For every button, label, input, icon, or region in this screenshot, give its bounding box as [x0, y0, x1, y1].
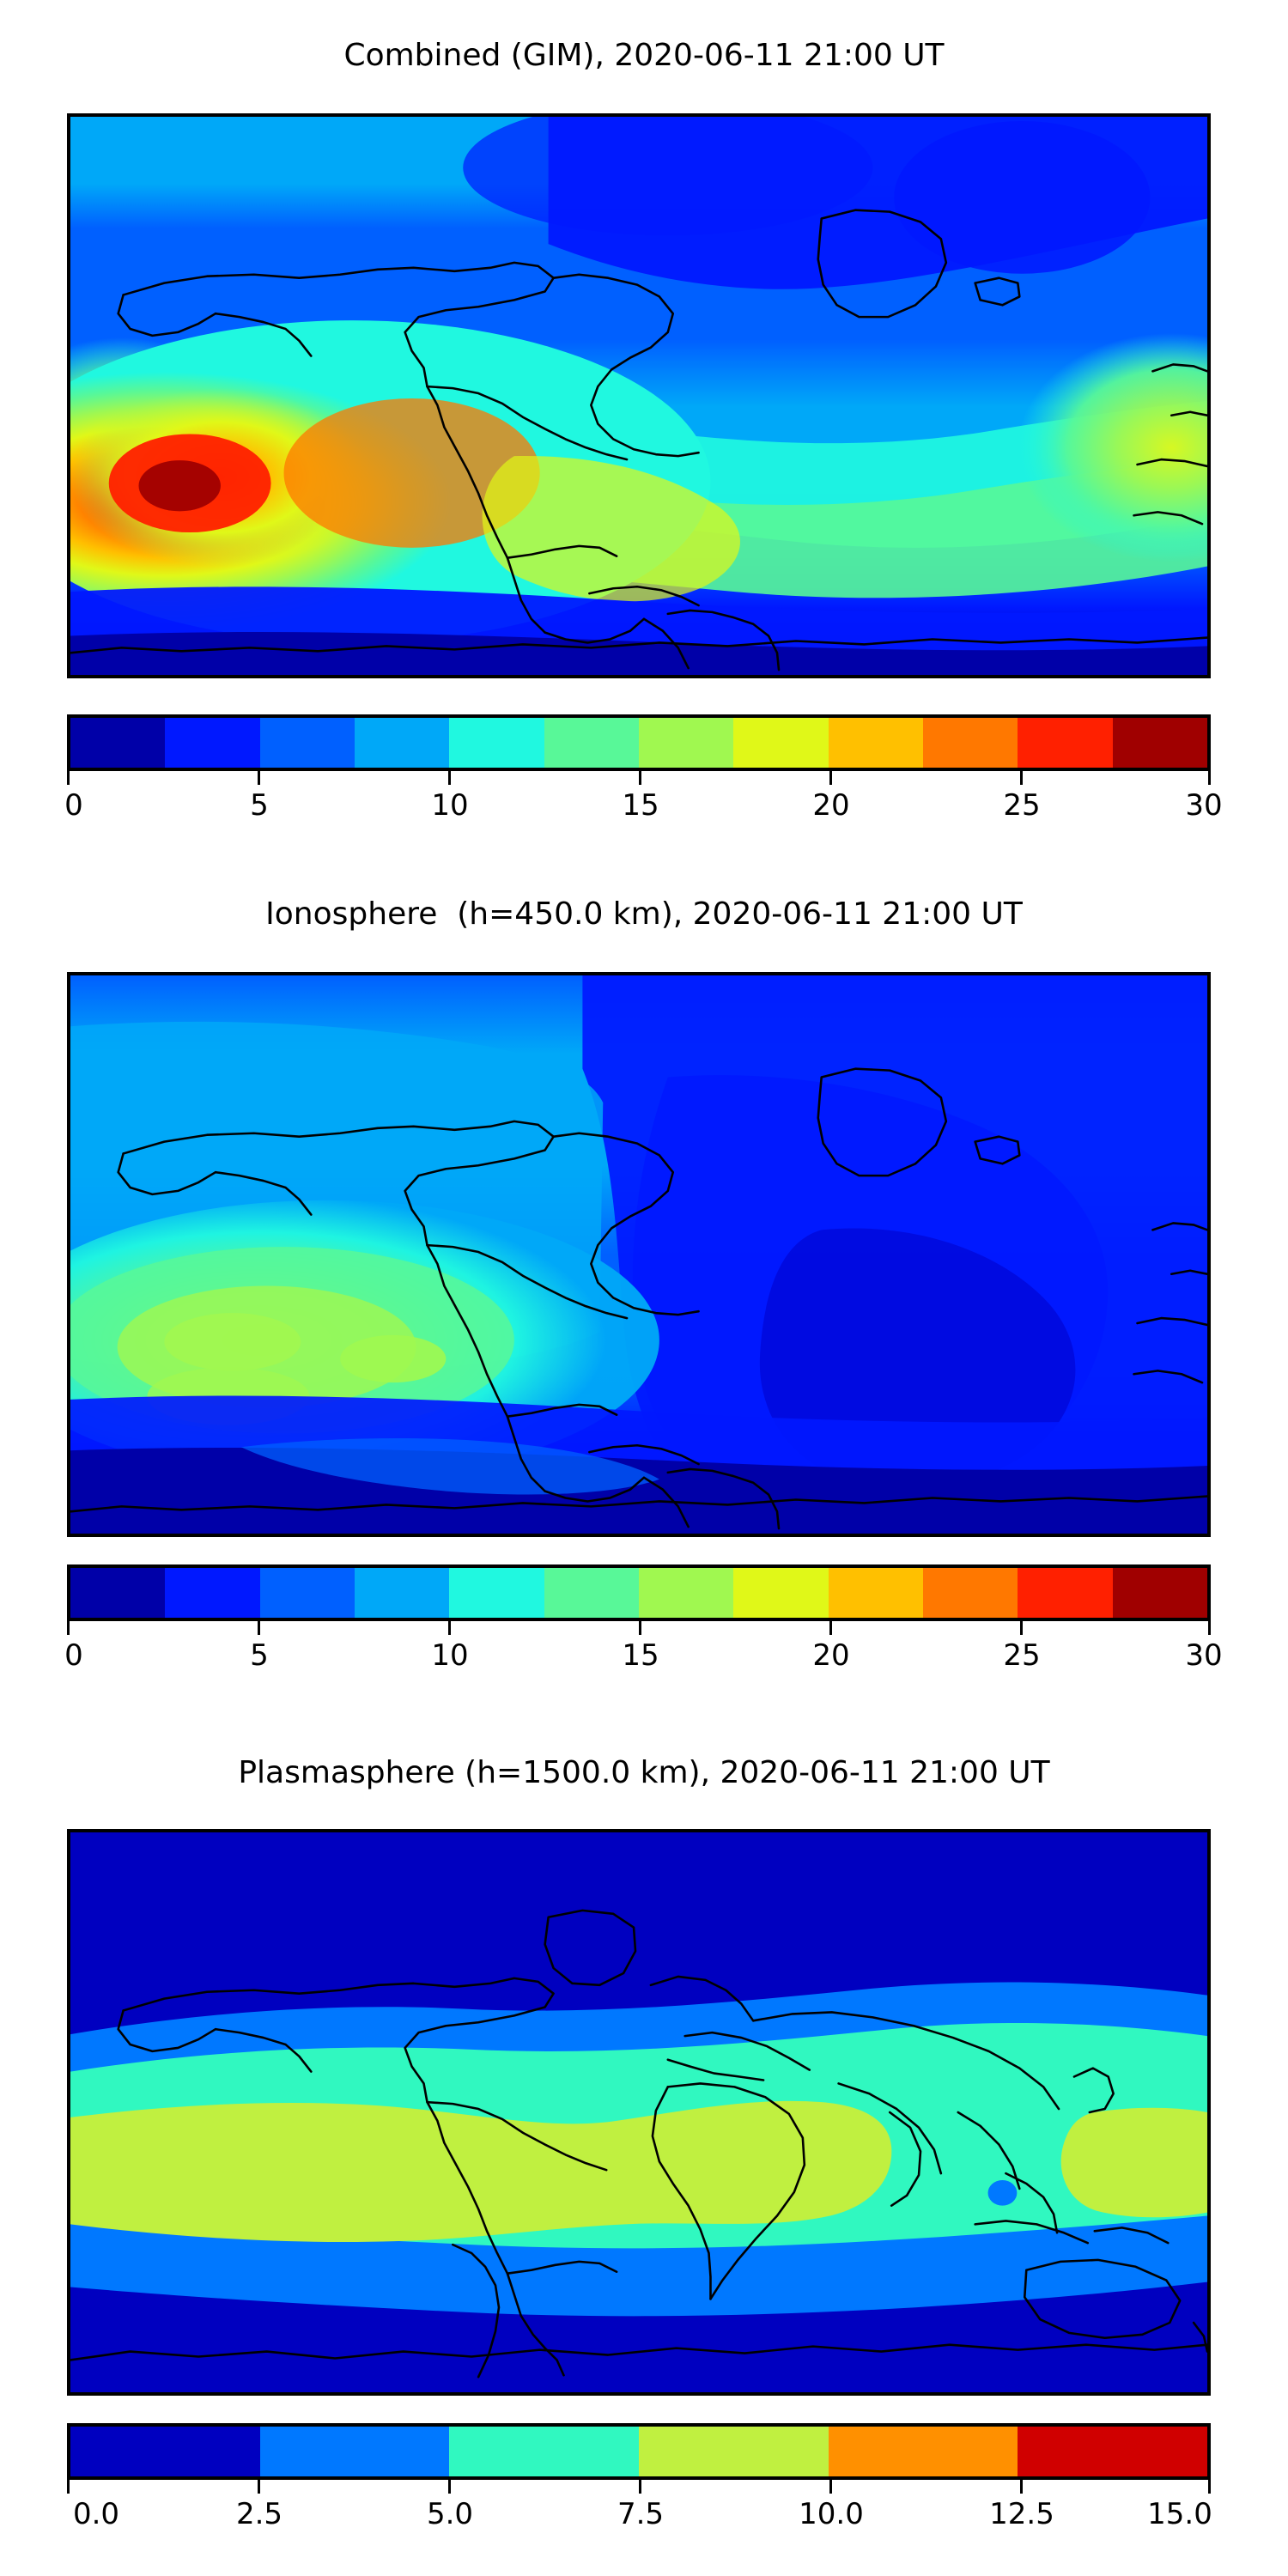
colorbar-tick-label: 0 — [64, 788, 83, 823]
colorbar-combined-gim-bar — [67, 714, 1211, 771]
colorbar-tick-label: 7.5 — [617, 2497, 665, 2531]
colorbar-tick-label: 10 — [431, 1638, 469, 1673]
colorbar-tick-label: 15.0 — [1147, 2497, 1212, 2531]
colorbar-tick-label: 12.5 — [989, 2497, 1054, 2531]
colorbar-ionosphere: 0 5 10 15 20 25 30 — [64, 1564, 1223, 1681]
colorbar-tick-label: 20 — [812, 1638, 850, 1673]
panel-title-ionosphere: Ionosphere (h=450.0 km), 2020-06-11 21:0… — [265, 896, 1023, 932]
colorbar-tick-label: 15 — [622, 1638, 659, 1673]
panel-title-plasmasphere: Plasmasphere (h=1500.0 km), 2020-06-11 2… — [238, 1755, 1050, 1790]
colorbar-tick-label: 30 — [1185, 788, 1223, 823]
colorbar-tick-label: 25 — [1003, 788, 1041, 823]
colorbar-tick-label: 2.5 — [235, 2497, 283, 2531]
colorbar-tick-label: 10 — [431, 788, 469, 823]
colorbar-tick-label: 30 — [1185, 1638, 1223, 1673]
panel-ionosphere: Ionosphere (h=450.0 km), 2020-06-11 21:0… — [0, 859, 1288, 1717]
colorbar-tick-label: 5 — [250, 1638, 269, 1673]
map-combined-gim — [67, 113, 1211, 678]
colorbar-ionosphere-labels: 0 5 10 15 20 25 30 — [64, 1637, 1222, 1681]
colorbar-ionosphere-ticks — [67, 1621, 1211, 1637]
colorbar-tick-label: 0.0 — [72, 2497, 120, 2531]
colorbar-tick-label: 0 — [64, 1638, 83, 1673]
map-plasmasphere — [67, 1829, 1211, 2396]
colorbar-combined-gim-ticks — [67, 771, 1211, 787]
colorbar-tick-label: 25 — [1003, 1638, 1041, 1673]
panel-combined-gim: Combined (GIM), 2020-06-11 21:00 UT — [0, 0, 1288, 859]
colorbar-plasmasphere: 0.0 2.5 5.0 7.5 10.0 12.5 15.0 — [67, 2423, 1212, 2540]
colorbar-combined-gim-labels: 0 5 10 15 20 25 30 — [64, 787, 1222, 831]
colorbar-tick-label: 5.0 — [426, 2497, 474, 2531]
colorbar-plasmasphere-labels: 0.0 2.5 5.0 7.5 10.0 12.5 15.0 — [67, 2495, 1212, 2540]
panel-plasmasphere: Plasmasphere (h=1500.0 km), 2020-06-11 2… — [0, 1717, 1288, 2576]
colorbar-tick-label: 5 — [250, 788, 269, 823]
colorbar-tick-label: 15 — [622, 788, 659, 823]
colorbar-tick-label: 10.0 — [799, 2497, 864, 2531]
colorbar-ionosphere-bar — [67, 1564, 1211, 1621]
colorbar-combined-gim: 0 5 10 15 20 25 30 — [64, 714, 1223, 831]
panel-title-combined-gim: Combined (GIM), 2020-06-11 21:00 UT — [343, 38, 945, 73]
colorbar-tick-label: 20 — [812, 788, 850, 823]
map-ionosphere — [67, 972, 1211, 1537]
colorbar-plasmasphere-bar — [67, 2423, 1211, 2480]
colorbar-plasmasphere-ticks — [67, 2480, 1211, 2495]
